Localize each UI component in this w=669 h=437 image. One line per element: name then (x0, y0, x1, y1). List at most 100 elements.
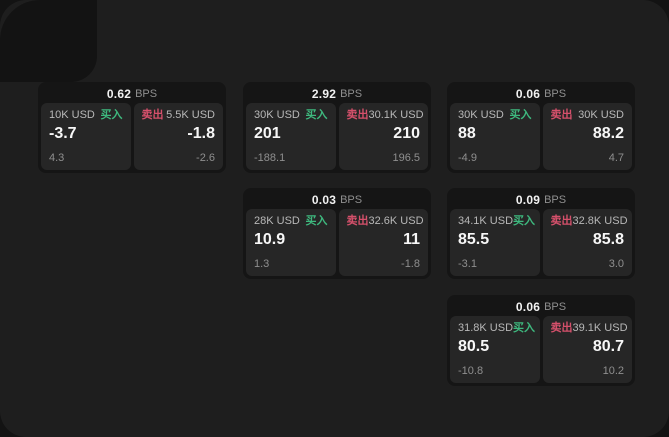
quote-card-body: 34.1K USD 买入 85.5 -3.1 卖出 32.8K USD 85.8… (450, 209, 632, 276)
bps-value: 0.03 (311, 193, 337, 207)
sell-sub-value: -1.8 (401, 258, 420, 270)
sell-value: 80.7 (592, 338, 624, 355)
buy-header-row: 10K USD 买入 (49, 109, 123, 122)
buy-value: 88 (458, 125, 476, 142)
sell-value: 85.8 (592, 231, 624, 248)
quote-card: 0.06 BPS 30K USD 买入 88 -4.9 卖出 30K USD 8… (447, 82, 635, 173)
buy-header-row: 30K USD 买入 (254, 109, 328, 122)
buy-panel[interactable]: 31.8K USD 买入 80.5 -10.8 (450, 316, 540, 383)
buy-header-row: 34.1K USD 买入 (458, 215, 536, 228)
quote-card-body: 31.8K USD 买入 80.5 -10.8 卖出 39.1K USD 80.… (450, 316, 632, 383)
quote-card-body: 30K USD 买入 88 -4.9 卖出 30K USD 88.2 4.7 (450, 103, 632, 170)
bps-value: 0.06 (515, 87, 541, 101)
sell-tag[interactable]: 卖出 (550, 215, 573, 227)
bps-header: 2.92 BPS (246, 85, 428, 103)
sell-panel[interactable]: 卖出 32.6K USD 11 -1.8 (338, 209, 428, 276)
buy-header-row: 30K USD 买入 (458, 109, 532, 122)
bps-header: 0.03 BPS (246, 191, 428, 209)
sell-tag[interactable]: 卖出 (550, 109, 573, 121)
sell-sub-value: -2.6 (196, 152, 215, 164)
buy-amount: 10K USD (49, 109, 95, 121)
quote-card-body: 30K USD 买入 201 -188.1 卖出 30.1K USD 210 1… (246, 103, 428, 170)
bps-unit-label: BPS (340, 194, 363, 206)
buy-sub-value: 1.3 (254, 258, 270, 270)
buy-sub-value: -188.1 (254, 152, 286, 164)
sell-tag[interactable]: 卖出 (141, 109, 164, 121)
sell-panel[interactable]: 卖出 39.1K USD 80.7 10.2 (542, 316, 632, 383)
sell-header-row: 卖出 30K USD (551, 109, 625, 122)
sell-tag[interactable]: 卖出 (346, 215, 369, 227)
buy-value: 201 (254, 125, 281, 142)
sell-sub-value: 196.5 (392, 152, 420, 164)
sell-amount: 30.1K USD (368, 109, 424, 121)
quote-card: 2.92 BPS 30K USD 买入 201 -188.1 卖出 30.1K … (243, 82, 431, 173)
quote-card-body: 10K USD 买入 -3.7 4.3 卖出 5.5K USD -1.8 -2.… (41, 103, 223, 170)
buy-tag[interactable]: 买入 (513, 215, 536, 227)
sell-panel[interactable]: 卖出 30K USD 88.2 4.7 (542, 103, 632, 170)
bps-header: 0.09 BPS (450, 191, 632, 209)
buy-value: 80.5 (458, 338, 490, 355)
sell-amount: 5.5K USD (166, 109, 215, 121)
sell-value: -1.8 (187, 125, 215, 142)
quote-card: 0.62 BPS 10K USD 买入 -3.7 4.3 卖出 5.5K USD… (38, 82, 226, 173)
sell-amount: 30K USD (578, 109, 624, 121)
bps-unit-label: BPS (544, 88, 567, 100)
buy-value: 10.9 (254, 231, 286, 248)
sell-header-row: 卖出 39.1K USD (550, 322, 628, 335)
sell-panel[interactable]: 卖出 32.8K USD 85.8 3.0 (542, 209, 632, 276)
buy-panel[interactable]: 10K USD 买入 -3.7 4.3 (41, 103, 131, 170)
buy-value: -3.7 (49, 125, 77, 142)
buy-tag[interactable]: 买入 (509, 109, 532, 121)
sell-value: 11 (403, 231, 420, 248)
bps-value: 0.09 (515, 193, 541, 207)
buy-panel[interactable]: 34.1K USD 买入 85.5 -3.1 (450, 209, 540, 276)
sell-sub-value: 4.7 (608, 152, 624, 164)
bps-value: 0.62 (106, 87, 132, 101)
buy-panel[interactable]: 30K USD 买入 88 -4.9 (450, 103, 540, 170)
sell-amount: 39.1K USD (572, 322, 628, 334)
bps-value: 2.92 (311, 87, 337, 101)
sell-panel[interactable]: 卖出 5.5K USD -1.8 -2.6 (133, 103, 223, 170)
bps-header: 0.06 BPS (450, 85, 632, 103)
buy-tag[interactable]: 买入 (305, 215, 328, 227)
quote-card: 0.09 BPS 34.1K USD 买入 85.5 -3.1 卖出 32.8K… (447, 188, 635, 279)
buy-amount: 28K USD (254, 215, 300, 227)
buy-amount: 30K USD (458, 109, 504, 121)
buy-header-row: 31.8K USD 买入 (458, 322, 536, 335)
bps-unit-label: BPS (544, 194, 567, 206)
sell-sub-value: 10.2 (602, 365, 624, 377)
sell-tag[interactable]: 卖出 (550, 322, 573, 334)
buy-amount: 31.8K USD (458, 322, 514, 334)
bps-value: 0.06 (515, 300, 541, 314)
sell-amount: 32.6K USD (368, 215, 424, 227)
buy-tag[interactable]: 买入 (100, 109, 123, 121)
sell-value: 88.2 (592, 125, 624, 142)
buy-sub-value: 4.3 (49, 152, 65, 164)
sell-header-row: 卖出 30.1K USD (346, 109, 424, 122)
bps-header: 0.06 BPS (450, 298, 632, 316)
buy-panel[interactable]: 30K USD 买入 201 -188.1 (246, 103, 336, 170)
sell-panel[interactable]: 卖出 30.1K USD 210 196.5 (338, 103, 428, 170)
buy-panel[interactable]: 28K USD 买入 10.9 1.3 (246, 209, 336, 276)
sell-value: 210 (393, 125, 420, 142)
sell-sub-value: 3.0 (608, 258, 624, 270)
sell-header-row: 卖出 32.6K USD (346, 215, 424, 228)
quote-card-body: 28K USD 买入 10.9 1.3 卖出 32.6K USD 11 -1.8 (246, 209, 428, 276)
bps-unit-label: BPS (135, 88, 158, 100)
buy-sub-value: -4.9 (458, 152, 477, 164)
sell-amount: 32.8K USD (572, 215, 628, 227)
bps-unit-label: BPS (544, 301, 567, 313)
sell-tag[interactable]: 卖出 (346, 109, 369, 121)
quote-card: 0.03 BPS 28K USD 买入 10.9 1.3 卖出 32.6K US… (243, 188, 431, 279)
corner-notch (0, 0, 97, 82)
quote-card: 0.06 BPS 31.8K USD 买入 80.5 -10.8 卖出 39.1… (447, 295, 635, 386)
bps-unit-label: BPS (340, 88, 363, 100)
sell-header-row: 卖出 5.5K USD (142, 109, 216, 122)
buy-sub-value: -3.1 (458, 258, 477, 270)
bps-header: 0.62 BPS (41, 85, 223, 103)
buy-amount: 30K USD (254, 109, 300, 121)
buy-sub-value: -10.8 (458, 365, 484, 377)
buy-tag[interactable]: 买入 (513, 322, 536, 334)
buy-tag[interactable]: 买入 (305, 109, 328, 121)
